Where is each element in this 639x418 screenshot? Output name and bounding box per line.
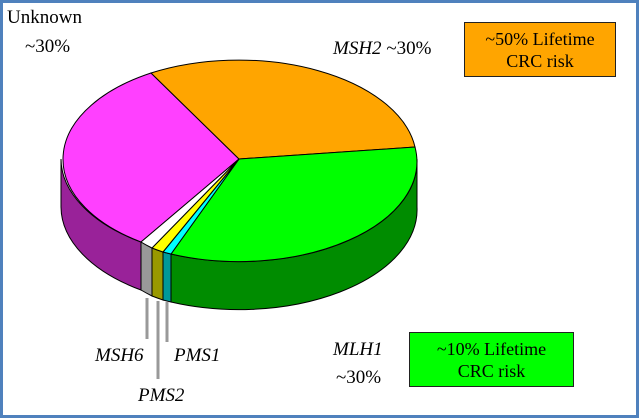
label-pms2: PMS2	[138, 385, 185, 406]
slice-side-msh6	[140, 241, 153, 297]
label-unknown-name: Unknown	[7, 7, 82, 28]
slice-msh6	[140, 158, 240, 249]
label-pms1: PMS1	[174, 345, 221, 366]
label-mlh1-name: MLH1	[333, 339, 383, 360]
slice-side-pms1	[162, 251, 172, 303]
risk-box-msh2-line1: ~50% Lifetime	[485, 28, 595, 49]
risk-box-mlh1: ~10% Lifetime CRC risk	[409, 332, 574, 387]
label-msh2: MSH2 ~30%	[333, 38, 431, 60]
label-unknown-pct: ~30%	[25, 36, 71, 57]
label-msh6: MSH6	[95, 345, 144, 366]
label-mlh1-pct: ~30%	[336, 367, 382, 388]
pie-chart-3d	[60, 59, 418, 379]
slice-mlh1	[170, 146, 418, 263]
slice-msh2	[150, 59, 416, 160]
risk-box-mlh1-line2: CRC risk	[457, 360, 526, 381]
risk-box-msh2-line2: CRC risk	[506, 50, 574, 71]
label-msh2-name: MSH2	[333, 38, 382, 59]
risk-box-msh2: ~50% Lifetime CRC risk	[464, 22, 616, 77]
slice-unknown	[62, 72, 240, 243]
slice-side-pms2	[151, 247, 164, 301]
label-msh2-pct: ~30%	[386, 38, 432, 59]
risk-box-mlh1-line1: ~10% Lifetime	[436, 338, 547, 359]
